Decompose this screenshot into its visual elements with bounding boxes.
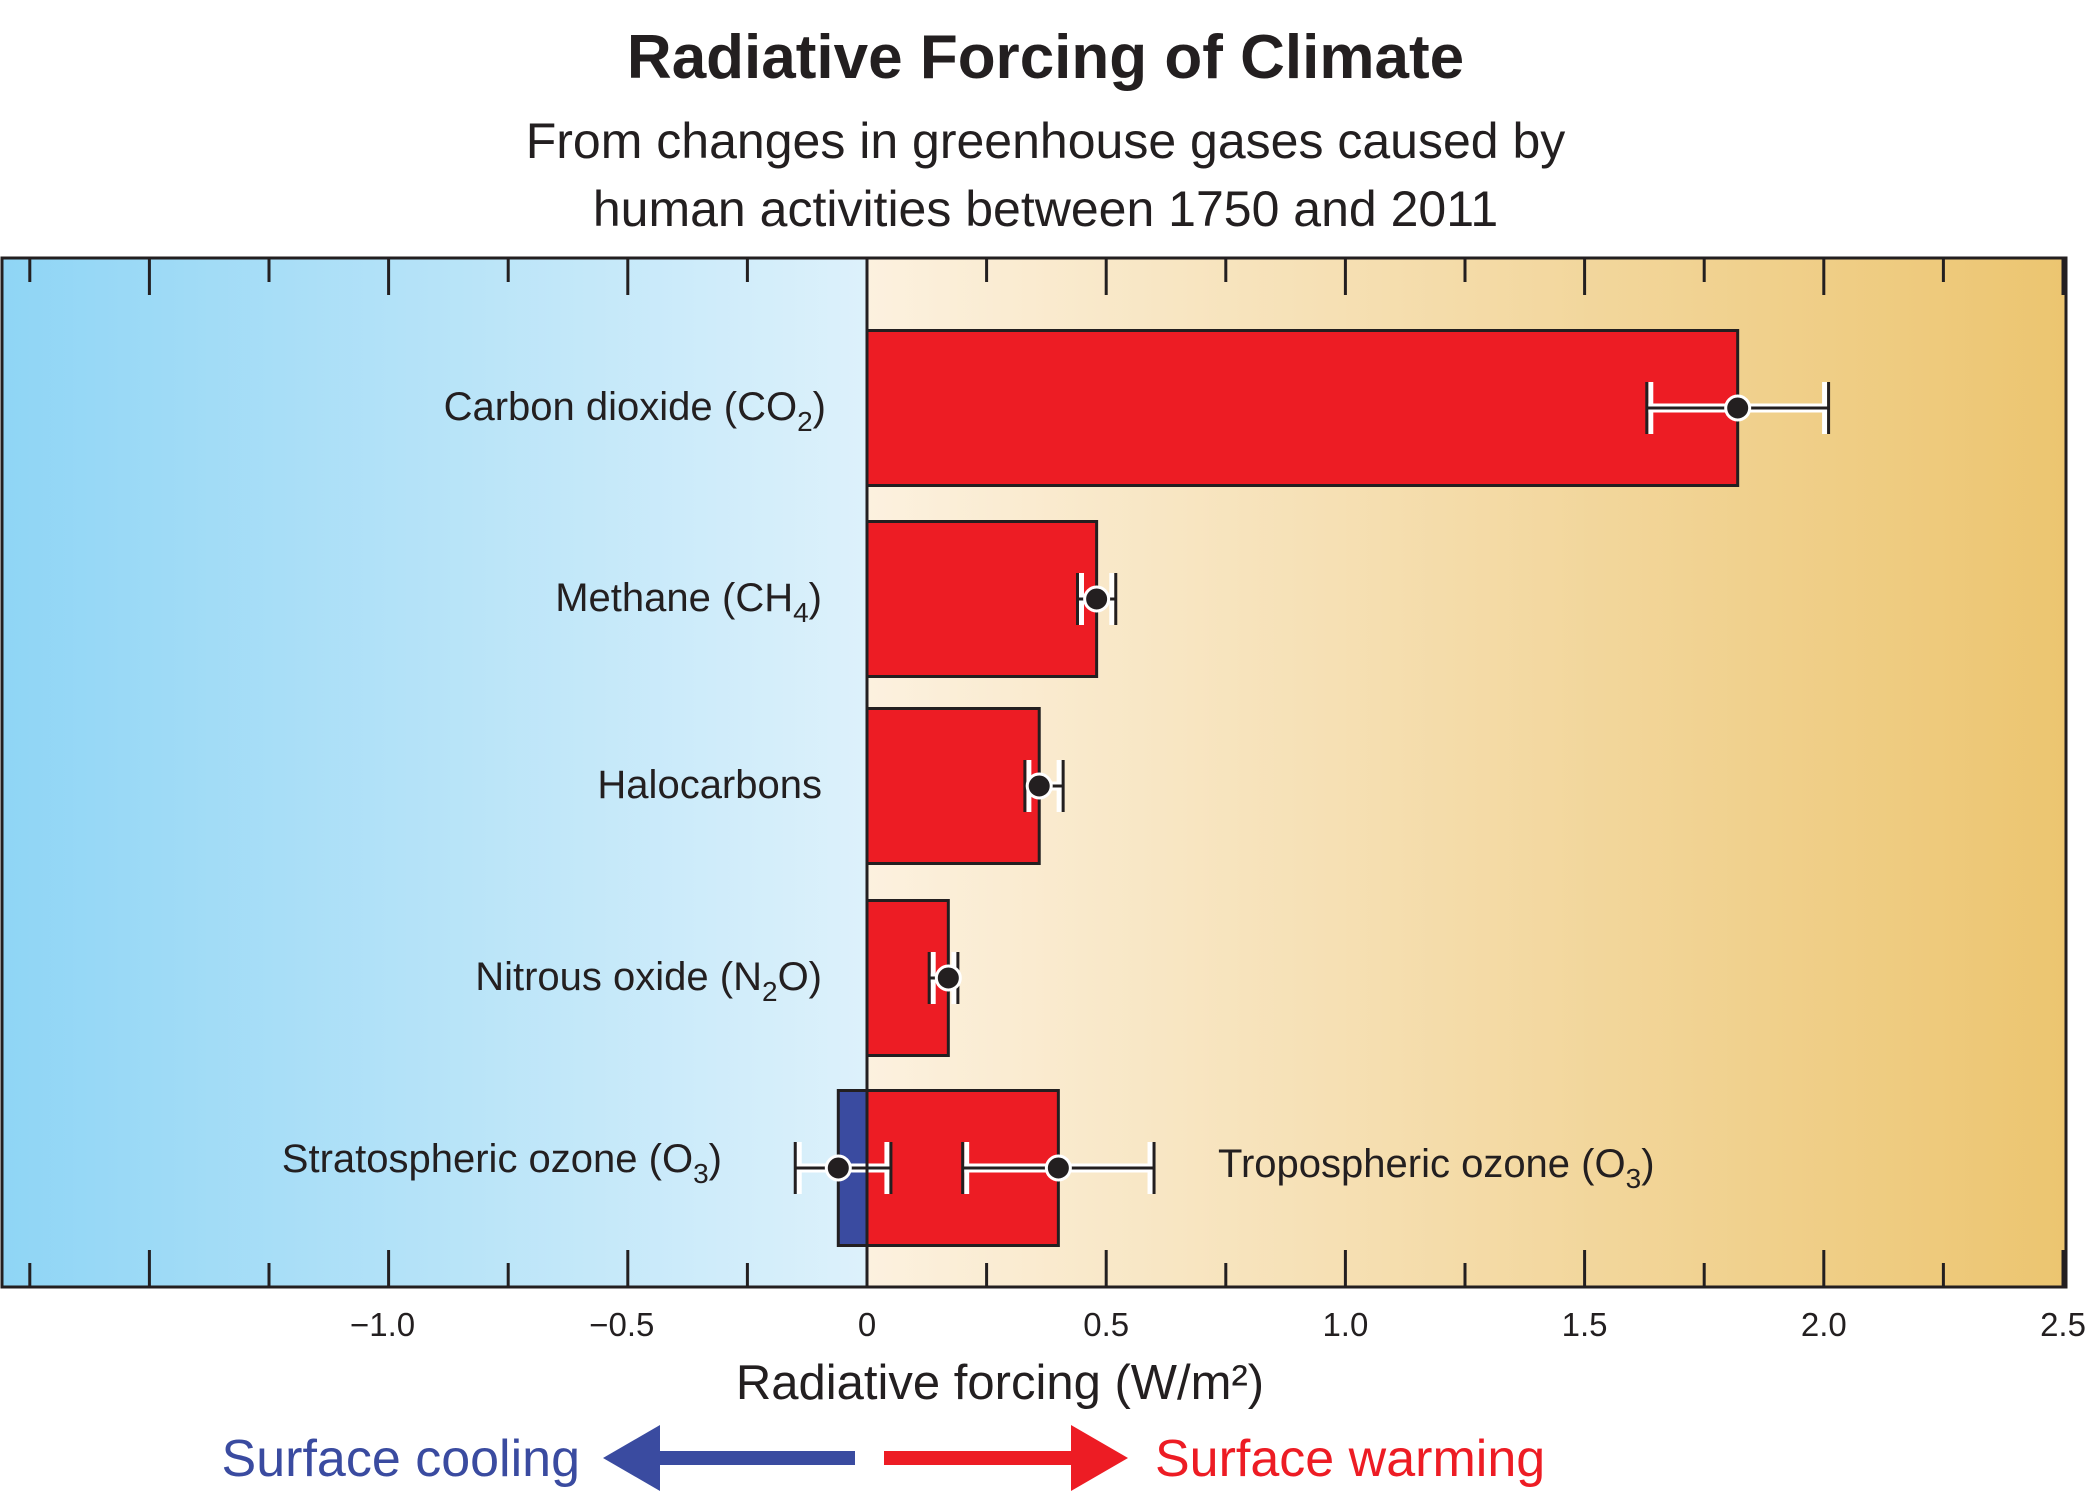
central-estimate-4 [824,1154,852,1182]
cooling-background [2,258,867,1287]
central-estimate-0 [1724,394,1752,422]
central-estimate-1 [1083,585,1111,613]
category-label-0: Carbon dioxide (CO2) [444,385,826,437]
x-axis-label: Radiative forcing (W/m²) [736,1356,1264,1410]
warming-arrow-head [1071,1425,1128,1491]
x-tick-label: −0.5 [589,1306,654,1343]
category-label-1: Methane (CH4) [555,576,822,628]
category-label-4: Stratospheric ozone (O3) [282,1137,722,1189]
bar-2 [865,707,1041,865]
bar-1 [865,520,1099,678]
plot-frame [0,256,2068,1289]
chart-title: Radiative Forcing of Climate [626,23,1465,92]
category-label-3: Nitrous oxide (N2O) [475,955,822,1007]
category-label-tropospheric: Tropospheric ozone (O3) [1218,1142,1655,1194]
central-estimate-2 [1025,772,1053,800]
x-tick-label: 0.5 [1083,1306,1129,1343]
x-tick-label: 0 [858,1306,876,1343]
central-estimate-5 [1044,1154,1072,1182]
surface-cooling-label: Surface cooling [222,1430,580,1488]
chart-subtitle-line-1: From changes in greenhouse gases caused … [525,113,1566,169]
x-tick-label: 2.0 [1801,1306,1847,1343]
central-estimate-3 [934,964,962,992]
x-tick-label: 2.5 [2040,1306,2086,1343]
chart-subtitle-line-2: human activities between 1750 and 2011 [592,181,1499,237]
bar-0 [865,329,1740,487]
surface-warming-label: Surface warming [1155,1430,1545,1488]
category-label-2: Halocarbons [597,763,822,807]
x-tick-label: −1.0 [350,1306,415,1343]
cooling-arrow-head [603,1425,660,1491]
x-tick-label: 1.0 [1322,1306,1368,1343]
x-tick-label: 1.5 [1562,1306,1608,1343]
